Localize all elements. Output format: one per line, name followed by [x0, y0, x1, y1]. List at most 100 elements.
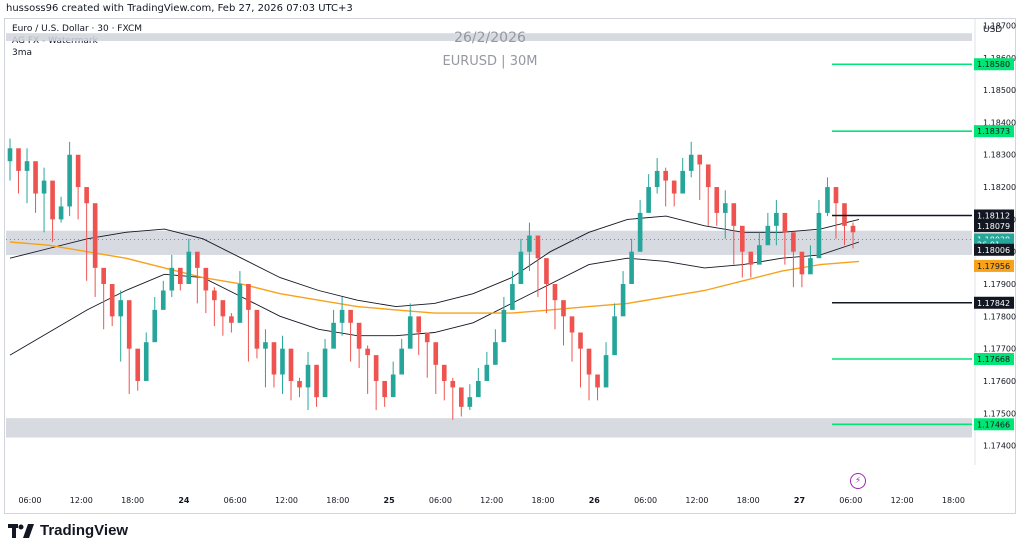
y-tick-label: 1.17400 [983, 442, 1016, 451]
candle-body [544, 258, 549, 285]
upper-band-line [9, 215, 860, 308]
candle-body [237, 284, 243, 323]
x-tick-label: 12:00 [480, 496, 503, 505]
candle-body [799, 251, 805, 275]
candle-body [263, 342, 268, 349]
candle-body [126, 300, 132, 349]
ma-indicator-label[interactable]: 3ma [12, 48, 33, 58]
candle-body [229, 316, 234, 323]
candle-body [552, 284, 558, 301]
candle-body [476, 380, 481, 398]
candle-body [356, 322, 362, 349]
y-tick-label: 1.17700 [983, 345, 1016, 354]
y-tick-label: 1.18500 [983, 86, 1016, 95]
candle-body [152, 309, 158, 343]
candle-body [390, 374, 396, 398]
candle-body [637, 212, 643, 252]
candle-body [424, 332, 430, 343]
candle-body [7, 148, 13, 162]
lightning-icon[interactable]: ⚡ [850, 473, 866, 489]
candle-body [339, 309, 345, 323]
candle-body [101, 267, 106, 285]
candle-body [212, 290, 217, 301]
candle-body [16, 148, 21, 171]
candle-body [850, 225, 856, 233]
tradingview-logo-icon [8, 523, 34, 538]
x-tick-label: 06:00 [839, 496, 862, 505]
candle-body [629, 251, 634, 285]
x-tick-label: 06:00 [224, 496, 247, 505]
candle-body [501, 309, 507, 343]
candle-body [416, 316, 422, 333]
currency-label[interactable]: USD [983, 25, 1003, 35]
candle-body [365, 348, 370, 356]
y-tick-label: 1.18700 [983, 21, 1016, 30]
candle-body [297, 380, 302, 388]
x-tick-label: 18:00 [737, 496, 760, 505]
candle-body [535, 235, 541, 259]
candle-body [271, 342, 277, 375]
candle-body [561, 300, 566, 317]
candle-body [697, 154, 703, 165]
green-level-label: 1.18580 [977, 60, 1010, 69]
y-tick-label: 1.18300 [983, 151, 1016, 160]
candle-body [373, 355, 379, 381]
candle-body [92, 203, 98, 268]
candle-body [195, 251, 200, 268]
symbol-description[interactable]: Euro / U.S. Dollar · 30 · FXCM [12, 24, 143, 34]
candle-body [791, 232, 796, 252]
x-tick-label: 18:00 [121, 496, 144, 505]
black-level-label: 1.18112 [977, 211, 1010, 220]
candle-body [739, 225, 745, 252]
candle-body [458, 387, 464, 407]
x-tick-label: 18:00 [531, 496, 554, 505]
candle-body [169, 267, 175, 291]
candle-body [254, 309, 260, 349]
candle-body [578, 332, 583, 349]
chart-frame [4, 18, 1016, 514]
candle-body [731, 203, 737, 226]
candle-body [41, 180, 47, 194]
zone-rect [6, 33, 972, 41]
x-tick-label: 12:00 [70, 496, 93, 505]
green-level-label: 1.17466 [977, 420, 1010, 429]
candle-body [280, 348, 285, 375]
candle-body [441, 364, 447, 381]
x-tick-label: 06:00 [18, 496, 41, 505]
green-level-tag [974, 125, 1014, 138]
black-level-label: 1.17842 [977, 299, 1010, 308]
candle-body [467, 397, 473, 407]
candle-body [58, 206, 64, 220]
price-tag [974, 220, 1014, 233]
candle-body [50, 180, 55, 220]
y-tick-label: 1.18200 [983, 183, 1016, 192]
candle-body [220, 300, 226, 317]
candle-body [671, 180, 677, 194]
candle-body [382, 380, 387, 398]
candle-body [757, 245, 762, 265]
candle-body [603, 355, 609, 388]
x-tick-label: 18:00 [326, 496, 349, 505]
candle-body [135, 348, 141, 381]
candle-body [688, 154, 694, 171]
created-by-text: hussoss96 created with TradingView.com, … [6, 3, 353, 14]
green-level-tag [974, 58, 1014, 71]
tradingview-logo[interactable]: TradingView [8, 522, 128, 539]
candle-body [833, 187, 839, 204]
green-level-label: 1.18373 [977, 127, 1010, 136]
candle-body [765, 225, 771, 246]
price-tag-label: 1.17956 [977, 262, 1010, 271]
y-tick-label: 1.17600 [983, 377, 1016, 386]
x-tick-label: 25 [384, 496, 396, 505]
candle-body [782, 212, 788, 233]
y-tick-label: 1.17900 [983, 280, 1016, 289]
x-tick-label: 26 [589, 496, 601, 505]
indicator-label[interactable]: AG FX - Watermark [12, 36, 98, 46]
candle-body [654, 170, 660, 188]
candle-body [586, 348, 592, 375]
y-tick-label: 1.17500 [983, 409, 1016, 418]
candle-body [24, 161, 30, 171]
candle-body [143, 342, 149, 381]
candle-body [842, 203, 847, 226]
